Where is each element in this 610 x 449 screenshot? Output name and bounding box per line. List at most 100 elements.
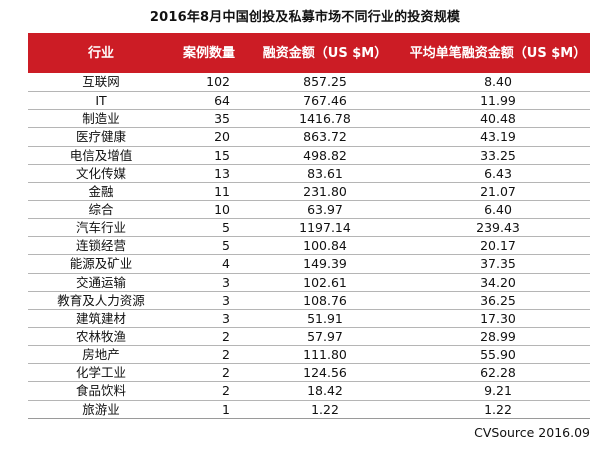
cell-amount: 857.25 <box>303 74 347 89</box>
table-row: 互联网 102 857.25 8.40 <box>28 73 590 91</box>
cell-industry: 建筑建材 <box>75 310 126 326</box>
cell-amount: 231.80 <box>303 183 347 199</box>
cell-industry: 教育及人力资源 <box>57 292 145 308</box>
table-row: 农林牧渔 2 57.97 28.99 <box>28 326 590 345</box>
table-row: 综合 10 63.97 6.40 <box>28 199 590 218</box>
cell-cases: 35 <box>214 111 230 127</box>
table-row: IT 64 767.46 11.99 <box>28 91 590 109</box>
cell-cases: 2 <box>222 347 230 363</box>
cell-cases: 5 <box>222 220 230 236</box>
cell-amount: 108.76 <box>303 292 347 308</box>
cell-cases: 2 <box>222 365 230 381</box>
header-cases: 案例数量 <box>182 45 235 61</box>
table-row: 连锁经营 5 100.84 20.17 <box>28 236 590 254</box>
cell-industry: 制造业 <box>82 111 120 127</box>
investment-table: 行业 案例数量 融资金额（US $M） 平均单笔融资金额（US $M） 互联网 1… <box>28 33 590 419</box>
table-row: 食品饮料 2 18.42 9.21 <box>28 381 590 399</box>
table-row: 制造业 35 1416.78 40.48 <box>28 109 590 127</box>
cell-average: 36.25 <box>480 292 516 308</box>
cell-industry: 综合 <box>88 201 114 217</box>
cell-amount: 102.61 <box>303 274 347 290</box>
table-header-row: 行业 案例数量 融资金额（US $M） 平均单笔融资金额（US $M） <box>28 33 590 73</box>
cell-industry: 汽车行业 <box>75 220 126 236</box>
table-row: 电信及增值 15 498.82 33.25 <box>28 145 590 164</box>
cell-average: 11.99 <box>480 93 516 109</box>
table-row: 能源及矿业 4 149.39 37.35 <box>28 254 590 272</box>
cell-cases: 15 <box>214 147 230 163</box>
cell-amount: 124.56 <box>303 365 347 381</box>
cell-average: 239.43 <box>476 220 520 236</box>
cell-amount: 1.22 <box>311 401 339 417</box>
cell-industry: 房地产 <box>82 347 120 363</box>
cell-industry: 互联网 <box>82 74 120 89</box>
cell-amount: 100.84 <box>303 238 347 254</box>
cell-amount: 111.80 <box>303 347 347 363</box>
cell-cases: 3 <box>222 292 230 308</box>
cell-average: 9.21 <box>484 383 512 399</box>
cell-amount: 57.97 <box>307 328 343 344</box>
cell-industry: 食品饮料 <box>75 383 126 399</box>
cell-industry: 化学工业 <box>75 365 126 381</box>
cell-average: 40.48 <box>480 111 516 127</box>
table-row: 建筑建材 3 51.91 17.30 <box>28 308 590 327</box>
cell-average: 43.19 <box>480 129 516 145</box>
table-row: 房地产 2 111.80 55.90 <box>28 345 590 363</box>
cell-industry: IT <box>95 93 107 109</box>
cell-amount: 863.72 <box>303 129 347 145</box>
table-title: 2016年8月中国创投及私募市场不同行业的投资规模 <box>149 10 461 25</box>
cell-industry: 电信及增值 <box>69 147 133 163</box>
cell-amount: 18.42 <box>307 383 343 399</box>
cell-average: 21.07 <box>480 183 516 199</box>
cell-amount: 767.46 <box>303 93 347 109</box>
table-row: 汽车行业 5 1197.14 239.43 <box>28 218 590 236</box>
cell-amount: 51.91 <box>307 310 343 326</box>
table-row: 文化传媒 13 83.61 6.43 <box>28 163 590 182</box>
cell-cases: 5 <box>222 238 230 254</box>
cell-average: 34.20 <box>480 274 516 290</box>
cell-amount: 1416.78 <box>299 111 351 127</box>
table-row: 化学工业 2 124.56 62.28 <box>28 363 590 381</box>
cell-amount: 149.39 <box>303 256 347 272</box>
cell-industry: 医疗健康 <box>75 129 126 145</box>
cell-amount: 83.61 <box>307 165 343 181</box>
cell-average: 37.35 <box>480 256 516 272</box>
cell-cases: 1 <box>222 401 230 417</box>
cell-cases: 2 <box>222 383 230 399</box>
cell-cases: 10 <box>214 201 230 217</box>
cell-industry: 连锁经营 <box>75 238 126 254</box>
cell-average: 33.25 <box>480 147 516 163</box>
cell-industry: 旅游业 <box>82 401 120 417</box>
cell-average: 8.40 <box>484 74 512 89</box>
cell-cases: 3 <box>222 310 230 326</box>
cell-cases: 11 <box>214 183 230 199</box>
table-row: 医疗健康 20 863.72 43.19 <box>28 127 590 145</box>
header-industry: 行业 <box>87 45 114 61</box>
cell-amount: 63.97 <box>307 201 343 217</box>
cell-cases: 102 <box>206 74 230 89</box>
cell-average: 28.99 <box>480 328 516 344</box>
cell-cases: 2 <box>222 328 230 344</box>
cell-average: 1.22 <box>484 401 512 417</box>
cell-cases: 4 <box>222 256 230 272</box>
cell-average: 55.90 <box>480 347 516 363</box>
table-body: 互联网 102 857.25 8.40 IT 64 767.46 11.99 制造业 35 1416… <box>28 73 590 419</box>
source-note: CVSource 2016.09 <box>474 425 590 440</box>
cell-cases: 13 <box>214 165 230 181</box>
cell-average: 62.28 <box>480 365 516 381</box>
table-row: 交通运输 3 102.61 34.20 <box>28 272 590 291</box>
cell-cases: 20 <box>214 129 230 145</box>
cell-industry: 农林牧渔 <box>75 328 126 344</box>
header-average: 平均单笔融资金额（US $M） <box>409 45 587 61</box>
cell-industry: 能源及矿业 <box>69 256 133 272</box>
cell-average: 6.40 <box>484 201 512 217</box>
cell-industry: 金融 <box>88 183 114 199</box>
cell-average: 17.30 <box>480 310 516 326</box>
cell-industry: 文化传媒 <box>75 165 126 181</box>
cell-average: 6.43 <box>484 165 512 181</box>
cell-industry: 交通运输 <box>75 274 126 290</box>
cell-amount: 498.82 <box>303 147 347 163</box>
header-amount: 融资金额（US $M） <box>262 45 388 61</box>
table-row: 旅游业 1 1.22 1.22 <box>28 399 590 418</box>
cell-amount: 1197.14 <box>299 220 351 236</box>
table-row: 教育及人力资源 3 108.76 36.25 <box>28 290 590 309</box>
